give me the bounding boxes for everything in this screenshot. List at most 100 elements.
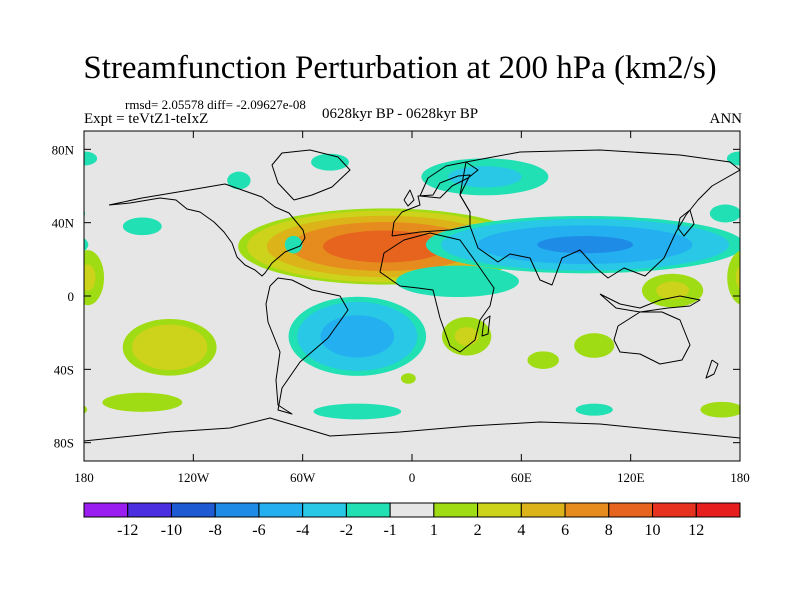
anomaly-1-wrap-0 <box>84 238 89 252</box>
anomaly-19-level-0 <box>575 403 613 416</box>
colorbar-box-4 <box>258 502 304 518</box>
x-tick-label-3: 0 <box>409 470 416 485</box>
y-tick-label-2: 0 <box>68 289 75 304</box>
coast-japan <box>677 209 695 237</box>
anomaly-4 <box>574 333 615 358</box>
contour-field <box>0 151 740 420</box>
colorbar-label-12: 10 <box>645 522 661 539</box>
colorbar-box-13 <box>652 502 697 518</box>
colorbar-label-8: 2 <box>474 522 482 539</box>
colorbar-label-6: -1 <box>383 522 396 539</box>
anomaly-21-level-0 <box>84 151 98 166</box>
anomaly-15 <box>227 171 251 190</box>
anomaly-5-level-0 <box>527 351 559 369</box>
colorbar-label-4: -4 <box>296 522 309 539</box>
anomaly-12-level-0 <box>700 401 740 418</box>
anomaly-13 <box>421 158 549 196</box>
colorbar-label-7: 1 <box>430 522 438 539</box>
anomaly-12 <box>84 401 740 418</box>
anomaly-17 <box>122 217 162 236</box>
y-tick-label-3: 40S <box>54 362 74 377</box>
anomaly-18 <box>313 403 402 420</box>
chart-title: Streamfunction Perturbation at 200 hPa (… <box>83 50 717 86</box>
coast-uk <box>403 189 415 207</box>
anomaly-0 <box>238 208 532 285</box>
colorbar-label-9: 4 <box>517 522 525 539</box>
coast-south-america <box>265 277 349 415</box>
anomaly-8 <box>122 319 217 376</box>
y-tick-label-4: 80S <box>54 436 74 451</box>
colorbar-box-10 <box>520 502 566 518</box>
anomaly-10 <box>84 250 740 306</box>
season-label: ANN <box>709 111 743 127</box>
coast-new-zealand <box>705 359 719 379</box>
x-tick-label-0: 180 <box>74 470 94 485</box>
colorbar-box-1 <box>127 502 172 518</box>
x-tick-label-6: 180 <box>730 470 750 485</box>
anomaly-0-level-4 <box>323 230 447 263</box>
colorbar-box-3 <box>214 502 260 518</box>
coast-africa <box>379 232 495 353</box>
anomaly-3 <box>641 273 704 308</box>
colorbar-label-0: -12 <box>117 522 138 539</box>
anomaly-5 <box>527 351 559 369</box>
map-background <box>84 131 740 461</box>
colorbar-label-3: -6 <box>252 522 265 539</box>
coast-madagascar <box>481 315 491 337</box>
colorbar-box-6 <box>345 502 391 518</box>
colorbar-label-2: -8 <box>209 522 222 539</box>
anomaly-3-level-1 <box>656 281 689 300</box>
map-axes: 180 120W 60W 0 60E 120E 180 80N 40N 0 40S 80S <box>52 131 750 485</box>
anomaly-15-level-0 <box>227 171 251 190</box>
coast-north-america <box>108 183 306 277</box>
anomaly-6-level-1 <box>454 327 479 346</box>
anomaly-10-level-1 <box>84 264 96 291</box>
experiment-label: Expt = teVtZ1-teIxZ <box>84 111 209 127</box>
anomaly-1-level-3 <box>537 236 634 254</box>
anomaly-9-level-0 <box>102 392 183 412</box>
anomaly-9 <box>102 392 183 412</box>
y-tick-label-0: 80N <box>52 142 75 157</box>
coastlines <box>84 149 740 442</box>
rmsd-diff-stats: rmsd= 2.05578 diff= -2.09627e-08 <box>125 97 306 112</box>
anomaly-2-level-0 <box>396 265 519 298</box>
anomaly-20 <box>400 373 416 384</box>
anomaly-13-level-1 <box>448 166 522 188</box>
y-tick-label-1: 40N <box>52 216 75 231</box>
anomaly-10-wrap-0 <box>727 250 740 305</box>
anomaly-1-wrap-2 <box>0 225 36 264</box>
anomaly-12-wrap-0 <box>84 405 88 414</box>
anomaly-16 <box>284 235 303 254</box>
anomaly-7-level-2 <box>320 315 395 358</box>
colorbar-label-10: 6 <box>561 522 569 539</box>
anomaly-10-wrap-1 <box>735 265 740 290</box>
colorbar-box-12 <box>608 502 654 518</box>
anomaly-17-level-0 <box>122 217 162 236</box>
anomaly-20-level-0 <box>400 373 416 384</box>
colorbar-box-11 <box>564 502 610 518</box>
x-tick-label-2: 60W <box>290 470 316 485</box>
coast-australia <box>613 311 691 365</box>
x-tick-label-4: 60E <box>511 470 532 485</box>
anomaly-19 <box>575 403 613 416</box>
colorbar-label-11: 8 <box>605 522 613 539</box>
colorbar-box-8 <box>433 502 479 518</box>
colorbar: -12 -10 -8 -6 -4 -2 -1 1 2 4 6 8 10 12 <box>83 502 741 539</box>
anomaly-18-level-0 <box>313 403 402 420</box>
period-label: 0628kyr BP - 0628kyr BP <box>322 106 479 122</box>
colorbar-label-1: -10 <box>161 522 182 539</box>
anomaly-6 <box>442 317 492 356</box>
anomaly-4-level-0 <box>574 333 615 358</box>
colorbar-box-7 <box>389 502 435 518</box>
colorbar-box-0 <box>83 502 129 518</box>
coast-antarctica <box>84 417 740 442</box>
colorbar-label-13: 12 <box>688 522 704 539</box>
anomaly-1 <box>0 216 740 274</box>
anomaly-2 <box>396 265 519 298</box>
coast-europe <box>391 174 471 237</box>
anomaly-8-level-1 <box>132 324 208 371</box>
coast-scandinavia <box>419 161 479 199</box>
anomaly-7 <box>288 296 427 376</box>
coast-indonesia <box>599 293 701 313</box>
